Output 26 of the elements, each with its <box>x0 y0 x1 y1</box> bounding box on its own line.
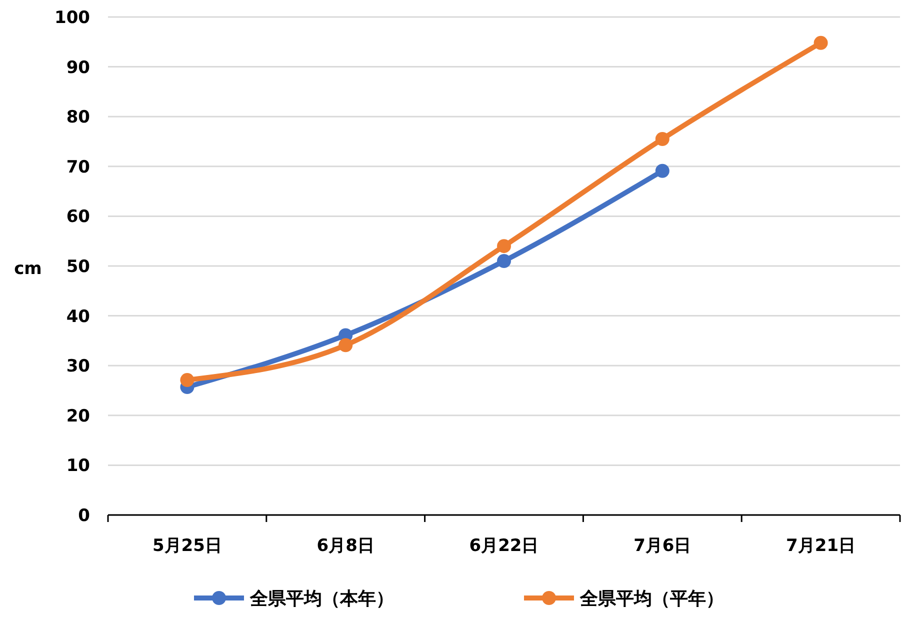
x-tick-label: 5月25日 <box>152 536 222 556</box>
y-tick-label: 0 <box>78 506 90 526</box>
y-tick-label: 80 <box>66 108 90 128</box>
y-tick-label: 90 <box>66 58 90 78</box>
y-axis-title: cm <box>14 259 42 279</box>
point <box>497 254 511 268</box>
point <box>655 132 670 146</box>
x-tick-label: 6月8日 <box>316 536 374 556</box>
point <box>497 239 511 254</box>
point <box>180 373 194 388</box>
legend-label: 全県平均（平年） <box>579 588 724 610</box>
point <box>338 338 353 352</box>
point <box>814 36 828 50</box>
x-tick-label: 7月21日 <box>786 536 856 556</box>
y-tick-label: 100 <box>54 8 90 28</box>
y-tick-label: 50 <box>66 256 90 277</box>
point <box>655 164 670 178</box>
y-tick-label: 20 <box>66 406 90 426</box>
y-tick-label: 10 <box>66 456 90 476</box>
legend-label: 全県平均（本年） <box>249 588 394 610</box>
y-tick-label: 30 <box>66 356 90 377</box>
y-tick-label: 70 <box>66 157 90 178</box>
y-tick-label: 40 <box>66 306 90 327</box>
x-tick-label: 7月6日 <box>634 536 692 556</box>
y-tick-label: 60 <box>66 207 90 228</box>
x-tick-label: 6月22日 <box>469 536 539 556</box>
